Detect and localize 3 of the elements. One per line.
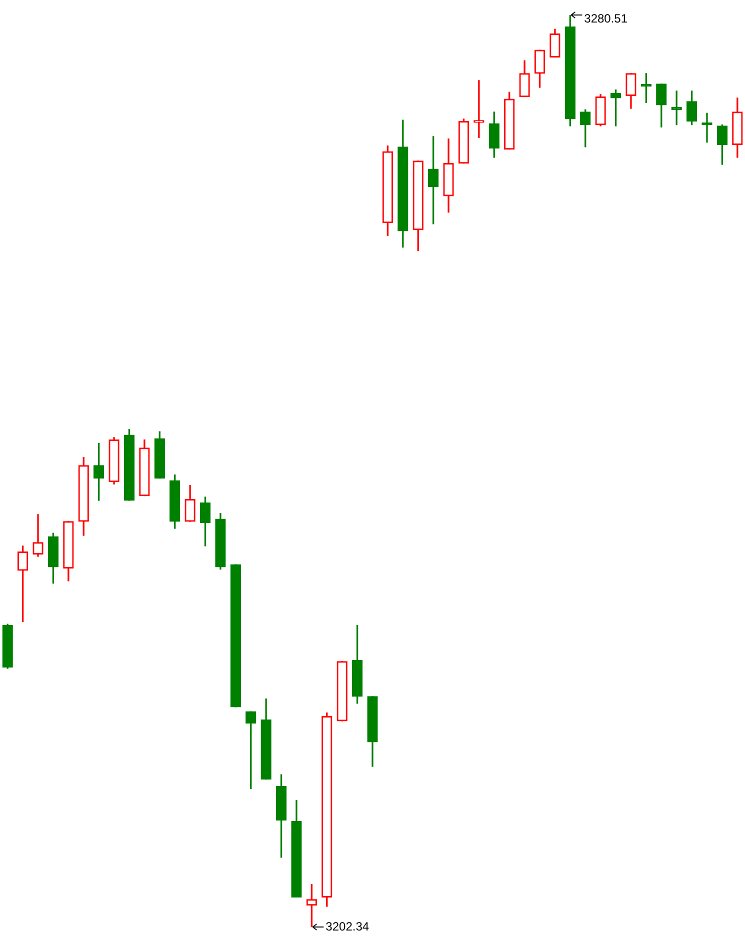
annotation: 3280.51 (584, 11, 628, 26)
annotation: 3202.34 (326, 919, 370, 934)
candlestick (474, 80, 484, 138)
